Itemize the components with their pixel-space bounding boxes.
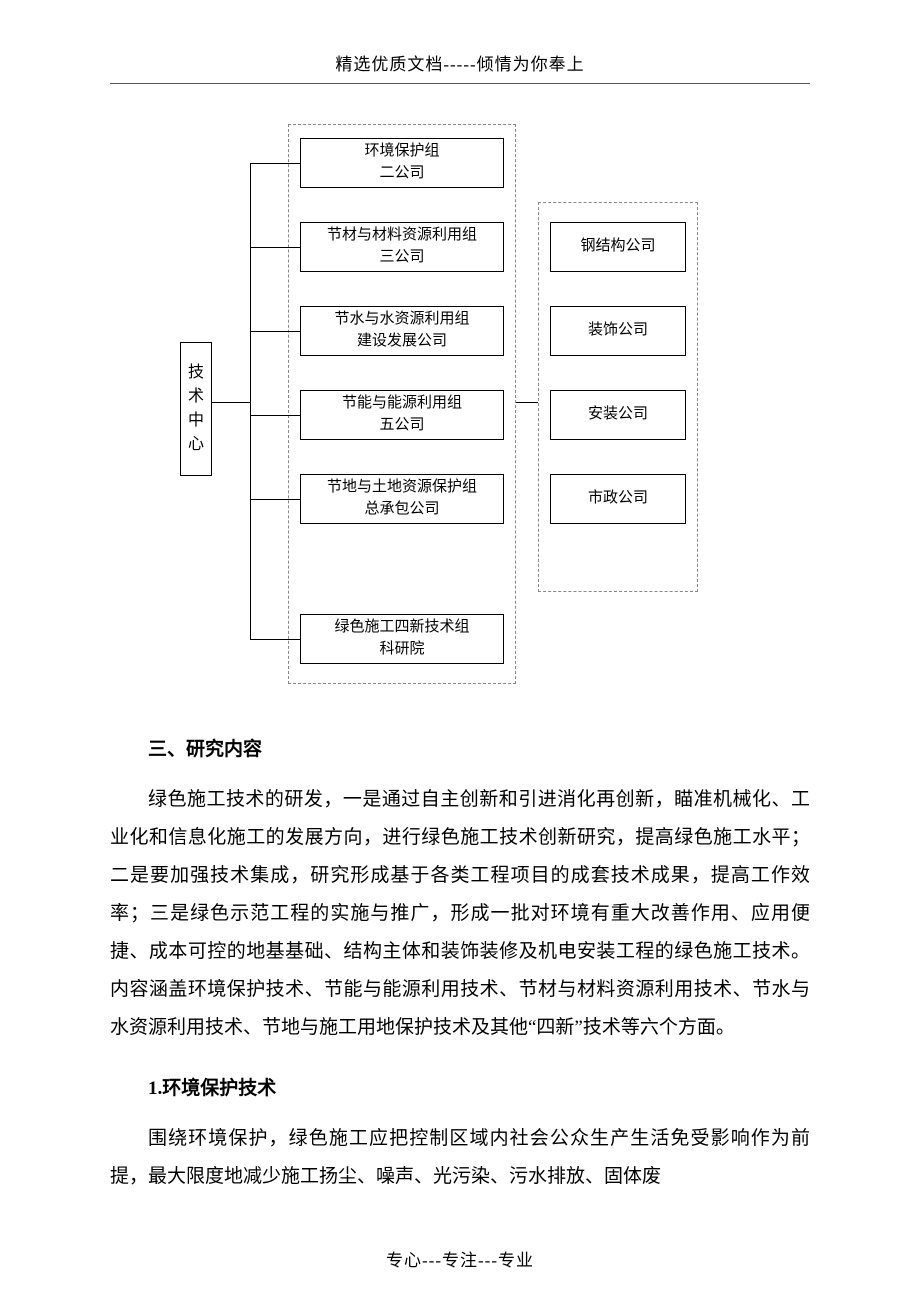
mid-node-0-l2: 二公司 <box>379 163 424 185</box>
conn-mid-3 <box>250 415 300 416</box>
root-node: 技术中心 <box>180 342 212 476</box>
right-node-0-label: 钢结构公司 <box>580 236 655 258</box>
conn-g1-g2 <box>516 402 538 403</box>
right-node-3-label: 市政公司 <box>588 488 648 510</box>
mid-node-5-l2: 科研院 <box>379 639 424 661</box>
mid-node-2: 节水与水资源利用组 建设发展公司 <box>300 306 504 356</box>
mid-node-4: 节地与土地资源保护组 总承包公司 <box>300 474 504 524</box>
conn-root-trunk <box>212 402 250 403</box>
mid-node-1-l1: 节材与材料资源利用组 <box>327 225 477 247</box>
mid-node-4-l2: 总承包公司 <box>364 499 439 521</box>
section-3-1-title: 1.环境保护技术 <box>110 1073 810 1100</box>
mid-node-1: 节材与材料资源利用组 三公司 <box>300 222 504 272</box>
right-node-0: 钢结构公司 <box>550 222 686 272</box>
right-node-1: 装饰公司 <box>550 306 686 356</box>
conn-mid-1 <box>250 247 300 248</box>
mid-node-2-l2: 建设发展公司 <box>357 331 447 353</box>
mid-node-5-l1: 绿色施工四新技术组 <box>334 617 469 639</box>
org-diagram-wrap: 技术中心 环境保护组 二公司 节材与材料资源利用组 三公司 节水与水资源利用组 … <box>110 124 810 684</box>
mid-node-3-l1: 节能与能源利用组 <box>342 393 462 415</box>
mid-node-5: 绿色施工四新技术组 科研院 <box>300 614 504 664</box>
page-header: 精选优质文档-----倾情为你奉上 <box>110 50 810 75</box>
mid-node-1-l2: 三公司 <box>379 247 424 269</box>
right-node-2: 安装公司 <box>550 390 686 440</box>
root-label: 技术中心 <box>188 364 204 453</box>
right-node-2-label: 安装公司 <box>588 404 648 426</box>
mid-node-4-l1: 节地与土地资源保护组 <box>327 477 477 499</box>
mid-node-3: 节能与能源利用组 五公司 <box>300 390 504 440</box>
org-diagram: 技术中心 环境保护组 二公司 节材与材料资源利用组 三公司 节水与水资源利用组 … <box>180 124 740 684</box>
conn-mid-4 <box>250 499 300 500</box>
mid-node-3-l2: 五公司 <box>379 415 424 437</box>
conn-mid-2 <box>250 331 300 332</box>
page-footer: 专心---专注---专业 <box>110 1246 810 1271</box>
mid-node-2-l1: 节水与水资源利用组 <box>334 309 469 331</box>
conn-root-vert <box>250 163 251 640</box>
conn-mid-5 <box>250 639 300 640</box>
conn-mid-0 <box>250 163 300 164</box>
mid-node-0: 环境保护组 二公司 <box>300 138 504 188</box>
section-3-body: 绿色施工技术的研发，一是通过自主创新和引进消化再创新，瞄准机械化、工业化和信息化… <box>110 781 810 1047</box>
section-3-1-body: 围绕环境保护，绿色施工应把控制区域内社会公众生产生活免受影响作为前提，最大限度地… <box>110 1120 810 1196</box>
mid-node-0-l1: 环境保护组 <box>364 141 439 163</box>
right-node-1-label: 装饰公司 <box>588 320 648 342</box>
section-3-title: 三、研究内容 <box>110 734 810 761</box>
header-rule <box>110 83 810 84</box>
right-node-3: 市政公司 <box>550 474 686 524</box>
